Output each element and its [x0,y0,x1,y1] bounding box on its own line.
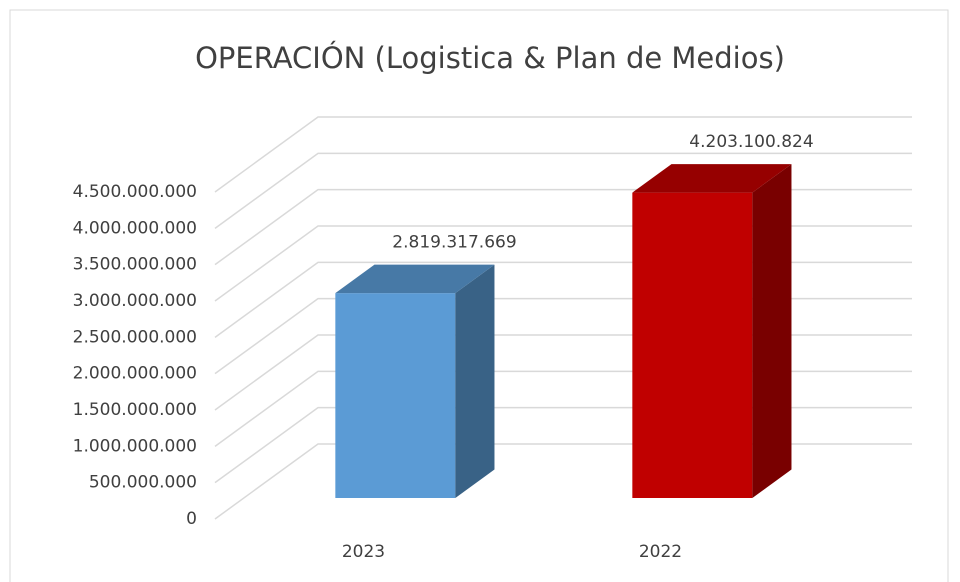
y-tick-label: 3.000.000.000 [73,291,197,311]
value-label: 4.203.100.824 [689,132,813,152]
grid-line [214,116,912,193]
y-tick-label: 500.000.000 [89,473,197,493]
bar-side [752,164,792,498]
y-tick-label: 2.500.000.000 [73,327,197,347]
bar-top [335,264,495,294]
grid-line [214,152,912,229]
chart-title: OPERACIÓN (Logistica & Plan de Medios) [195,41,785,75]
y-tick-label: 2.000.000.000 [73,364,197,384]
y-tick-label: 4.500.000.000 [73,182,197,202]
bar-side [455,264,495,498]
bar-front [632,192,753,498]
y-tick-label: 1.000.000.000 [73,436,197,456]
bar-top [632,164,792,193]
x-tick-label: 2023 [342,542,385,562]
y-tick-label: 1.500.000.000 [73,400,197,420]
y-tick-label: 0 [186,509,197,529]
y-tick-label: 4.000.000.000 [73,218,197,238]
bar-front [335,293,456,498]
y-tick-label: 3.500.000.000 [73,255,197,275]
value-label: 2.819.317.669 [392,233,516,253]
x-tick-label: 2022 [639,542,682,562]
